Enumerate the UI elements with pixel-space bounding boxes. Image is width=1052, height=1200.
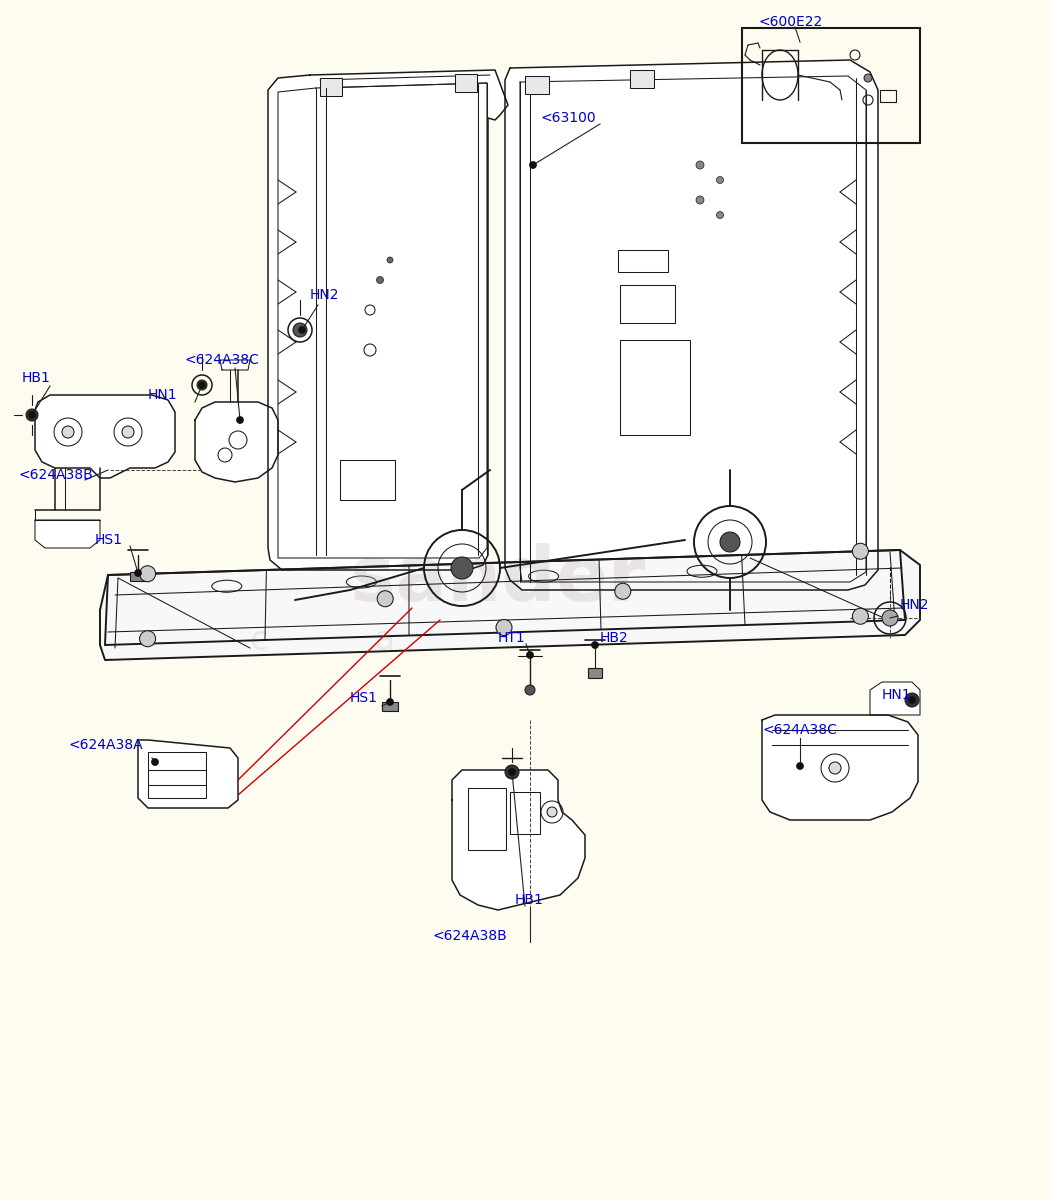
Circle shape [62,426,74,438]
Text: <63100: <63100 [540,110,595,125]
Circle shape [864,74,872,82]
Polygon shape [100,550,920,660]
Circle shape [852,608,868,624]
Text: HN2: HN2 [901,598,930,612]
Text: sander: sander [350,542,645,617]
Text: HN1: HN1 [148,388,178,402]
Circle shape [525,685,535,695]
Circle shape [135,570,142,576]
Circle shape [720,532,740,552]
Text: HS1: HS1 [350,691,378,704]
Bar [525,76,549,94]
Circle shape [696,161,704,169]
Circle shape [796,762,804,769]
Circle shape [591,642,599,648]
Circle shape [387,257,393,263]
Text: HB2: HB2 [600,631,629,646]
Text: <600E22: <600E22 [758,14,823,29]
Polygon shape [762,715,918,820]
Polygon shape [870,682,920,715]
Text: HN1: HN1 [882,688,912,702]
Circle shape [28,412,36,419]
Circle shape [197,380,207,390]
Polygon shape [220,360,250,370]
Bar [620,284,675,323]
Circle shape [386,698,393,706]
Circle shape [829,762,841,774]
Circle shape [547,806,557,817]
Bar [148,752,206,798]
Polygon shape [268,70,508,570]
Bar [742,28,920,143]
Circle shape [905,692,919,707]
Text: <624A38C: <624A38C [762,722,837,737]
Circle shape [882,610,898,626]
Circle shape [909,696,915,703]
Circle shape [526,652,533,659]
Text: <624A38C: <624A38C [185,353,260,367]
Text: HB1: HB1 [22,371,50,385]
Circle shape [140,565,156,582]
Circle shape [451,557,473,578]
Polygon shape [138,740,238,808]
Bar [340,460,394,500]
Text: c          a: c a [250,624,394,656]
Circle shape [26,409,38,421]
Text: <624A38B: <624A38B [432,929,507,943]
Circle shape [151,758,159,766]
Circle shape [696,196,704,204]
Bar [320,78,342,96]
Circle shape [529,162,537,168]
Circle shape [508,768,515,775]
Circle shape [716,211,724,218]
Circle shape [505,766,519,779]
Polygon shape [505,60,878,590]
Bar [618,250,668,272]
Text: HN2: HN2 [310,288,340,302]
Polygon shape [35,520,100,548]
Bar [456,74,477,92]
Bar [468,788,506,850]
Circle shape [294,323,307,337]
Circle shape [495,619,512,636]
Text: <624A38A: <624A38A [68,738,143,752]
Polygon shape [195,402,278,482]
Bar [620,340,690,434]
Circle shape [614,583,631,599]
Polygon shape [35,395,175,478]
Circle shape [852,544,868,559]
Circle shape [716,176,724,184]
Bar [382,702,398,710]
Bar [510,792,540,834]
Circle shape [237,416,243,424]
Circle shape [122,426,134,438]
Bar [881,90,896,102]
Bar [630,70,654,88]
Text: HS1: HS1 [95,533,123,547]
Circle shape [378,590,393,607]
Bar [588,668,602,678]
Text: <624A38B: <624A38B [18,468,93,482]
Polygon shape [452,770,585,910]
Text: HT1: HT1 [498,631,526,646]
Text: HB1: HB1 [515,893,544,907]
Circle shape [299,326,305,334]
Circle shape [140,631,156,647]
Circle shape [199,382,205,389]
Circle shape [377,276,384,283]
Bar [130,572,146,581]
